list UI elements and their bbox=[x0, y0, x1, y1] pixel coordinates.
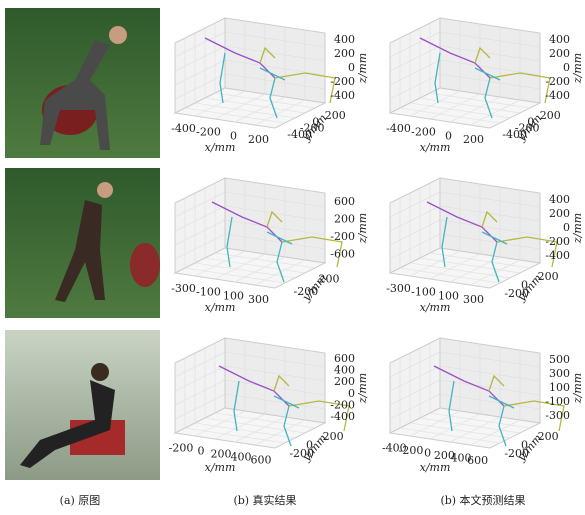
plot-3d: -400-2000200-400-20002004002000-200-400x… bbox=[386, 18, 584, 154]
z-tick-label: -200 bbox=[330, 75, 355, 88]
z-tick-label: -400 bbox=[545, 89, 570, 102]
x-tick-label: -400 bbox=[386, 122, 411, 135]
x-axis-label: x/mm bbox=[420, 461, 451, 474]
x-tick-label: 300 bbox=[248, 293, 269, 306]
z-tick-label: 300 bbox=[549, 367, 570, 380]
z-tick-label: 0 bbox=[563, 61, 570, 74]
z-tick-label: 600 bbox=[334, 195, 355, 208]
z-axis-label: z/mm bbox=[571, 53, 584, 84]
x-tick-label: 200 bbox=[248, 133, 269, 146]
z-tick-label: 400 bbox=[549, 33, 570, 46]
z-axis-label: z/mm bbox=[571, 213, 584, 244]
z-tick-label: -300 bbox=[545, 409, 570, 422]
x-tick-label: 200 bbox=[463, 133, 484, 146]
z-axis-label: z/mm bbox=[356, 373, 369, 404]
z-tick-label: 200 bbox=[549, 47, 570, 60]
x-tick-label: -300 bbox=[171, 282, 196, 295]
z-tick-label: 100 bbox=[549, 381, 570, 394]
caption: (b) 真实结果 bbox=[233, 493, 296, 507]
x-tick-label: 600 bbox=[251, 454, 272, 467]
z-tick-label: 400 bbox=[334, 33, 355, 46]
z-tick-label: 200 bbox=[334, 47, 355, 60]
z-tick-label: -200 bbox=[545, 75, 570, 88]
caption: (a) 原图 bbox=[60, 494, 101, 507]
x-tick-label: -100 bbox=[411, 286, 436, 299]
x-tick-label: -200 bbox=[411, 126, 436, 139]
z-tick-label: -200 bbox=[545, 235, 570, 248]
z-tick-label: 400 bbox=[549, 193, 570, 206]
z-axis-label: z/mm bbox=[356, 213, 369, 244]
x-tick-label: 600 bbox=[467, 454, 488, 467]
caption: (b) 本文预测结果 bbox=[440, 493, 525, 507]
z-tick-label: 200 bbox=[549, 207, 570, 220]
x-tick-label: 0 bbox=[198, 445, 205, 458]
x-tick-label: -100 bbox=[196, 286, 221, 299]
x-axis-label: x/mm bbox=[205, 141, 236, 154]
photo bbox=[5, 8, 160, 158]
z-tick-label: 0 bbox=[563, 221, 570, 234]
x-tick-label: -300 bbox=[386, 282, 411, 295]
z-tick-label: -400 bbox=[330, 410, 355, 423]
plot-3d: -400-2000200400600-2000200500300100-100-… bbox=[382, 338, 584, 474]
x-tick-label: -400 bbox=[171, 122, 196, 135]
x-tick-label: -200 bbox=[399, 444, 424, 457]
x-tick-label: 0 bbox=[424, 446, 431, 459]
x-axis-label: x/mm bbox=[205, 461, 236, 474]
x-tick-label: -200 bbox=[196, 126, 221, 139]
figure: (a) 原图 (b) 真实结果 (b) 本文预测结果 -400-2000200-… bbox=[0, 0, 585, 511]
photo bbox=[5, 168, 160, 318]
z-tick-label: -100 bbox=[545, 395, 570, 408]
z-tick-label: 500 bbox=[549, 353, 570, 366]
x-axis-label: x/mm bbox=[420, 141, 451, 154]
z-tick-label: 200 bbox=[334, 212, 355, 225]
photo bbox=[5, 330, 160, 480]
z-tick-label: -400 bbox=[545, 249, 570, 262]
x-tick-label: 200 bbox=[211, 448, 232, 461]
x-axis-label: x/mm bbox=[420, 301, 451, 314]
z-tick-label: -600 bbox=[330, 247, 355, 260]
z-tick-label: -200 bbox=[330, 230, 355, 243]
x-tick-label: 300 bbox=[463, 293, 484, 306]
x-axis-label: x/mm bbox=[205, 301, 236, 314]
z-tick-label: 0 bbox=[348, 61, 355, 74]
z-axis-label: z/mm bbox=[571, 373, 584, 404]
z-axis-label: z/mm bbox=[356, 53, 369, 84]
z-tick-label: -400 bbox=[330, 89, 355, 102]
x-tick-label: -200 bbox=[169, 442, 194, 455]
